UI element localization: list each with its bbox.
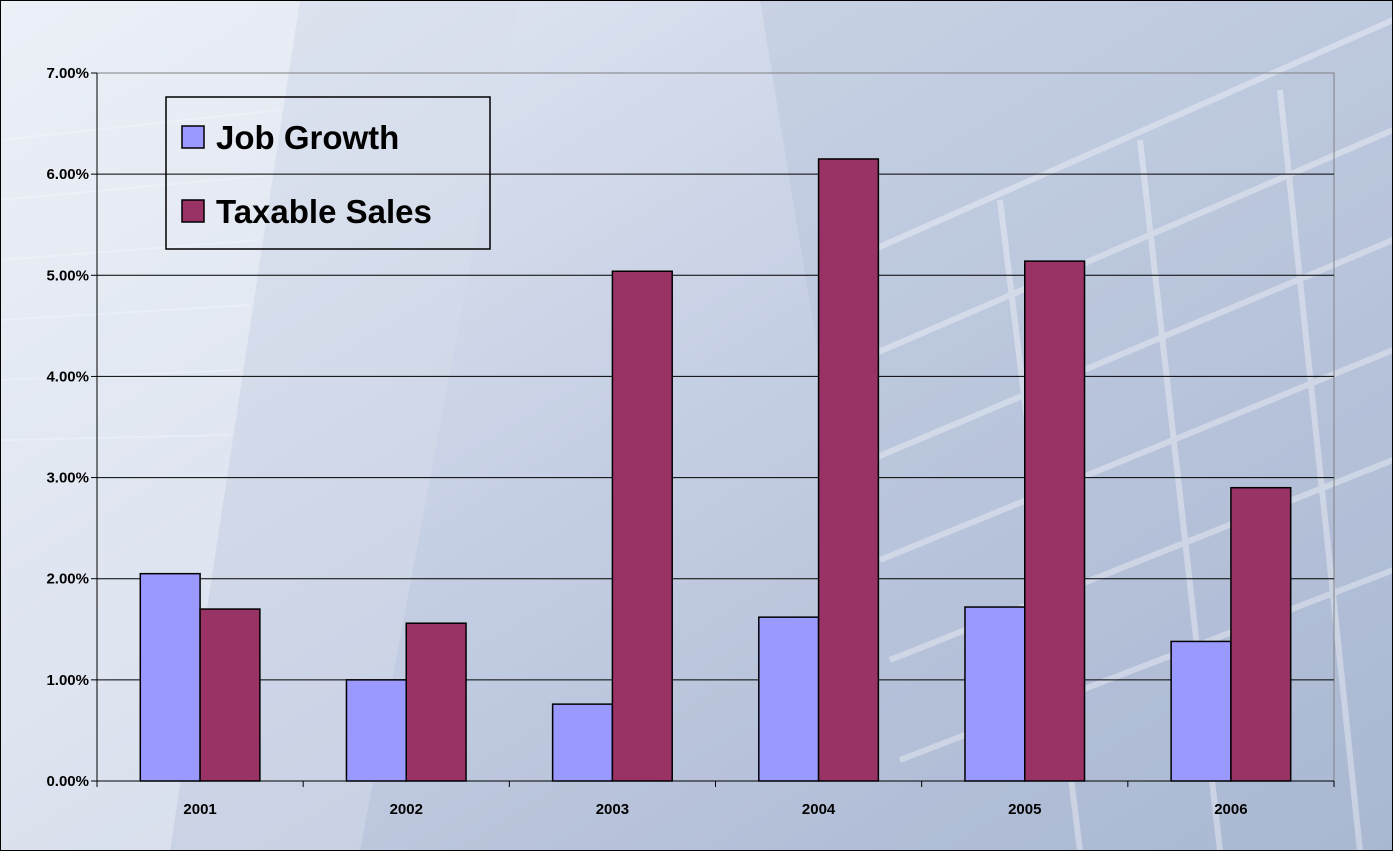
gridlines	[97, 173, 1334, 681]
bar-job-growth-2001	[139, 572, 201, 782]
y-tick-label: 2.00%	[46, 571, 89, 588]
legend-swatch-taxable-sales	[181, 199, 205, 223]
y-tick-label: 3.00%	[46, 470, 89, 487]
legend: Job Growth Taxable Sales	[165, 96, 491, 250]
x-tick-label: 2001	[183, 801, 216, 818]
bar-job-growth-2004	[758, 616, 820, 782]
bar-job-growth-2005	[964, 606, 1026, 782]
y-tick-label: 0.00%	[46, 773, 89, 790]
x-tick-label: 2006	[1214, 801, 1247, 818]
bar-taxable-sales-2005	[1024, 260, 1086, 782]
x-axis-tick-labels: 2001 2002 2003 2004 2005 2006	[183, 801, 1247, 818]
bar-taxable-sales-2006	[1230, 486, 1292, 782]
bar-job-growth-2006	[1170, 640, 1232, 782]
axes	[91, 72, 1335, 787]
y-tick-label: 7.00%	[46, 65, 89, 82]
x-tick-label: 2005	[1008, 801, 1041, 818]
bar-taxable-sales-2004	[817, 158, 880, 782]
legend-label-taxable-sales: Taxable Sales	[216, 193, 432, 230]
y-tick-label: 5.00%	[46, 267, 89, 284]
legend-label-job-growth: Job Growth	[216, 119, 399, 156]
bar-job-growth-2002	[345, 679, 408, 782]
bar-taxable-sales-2003	[611, 270, 673, 782]
x-tick-label: 2003	[596, 801, 629, 818]
plot-area	[96, 72, 1335, 782]
bar-job-growth-2003	[551, 703, 614, 782]
bar-taxable-sales-2002	[405, 622, 467, 782]
x-tick-label: 2002	[390, 801, 423, 818]
legend-swatch-job-growth	[181, 125, 205, 149]
y-axis-tick-labels: 0.00% 1.00% 2.00% 3.00% 4.00% 5.00% 6.00% 7.00%	[46, 65, 89, 790]
y-tick-label: 1.00%	[46, 672, 89, 689]
x-tick-label: 2004	[802, 801, 836, 818]
legend-box	[165, 96, 491, 250]
y-tick-label: 6.00%	[46, 166, 89, 183]
bars	[139, 158, 1292, 782]
bar-taxable-sales-2001	[199, 608, 261, 782]
y-tick-label: 4.00%	[46, 368, 89, 385]
